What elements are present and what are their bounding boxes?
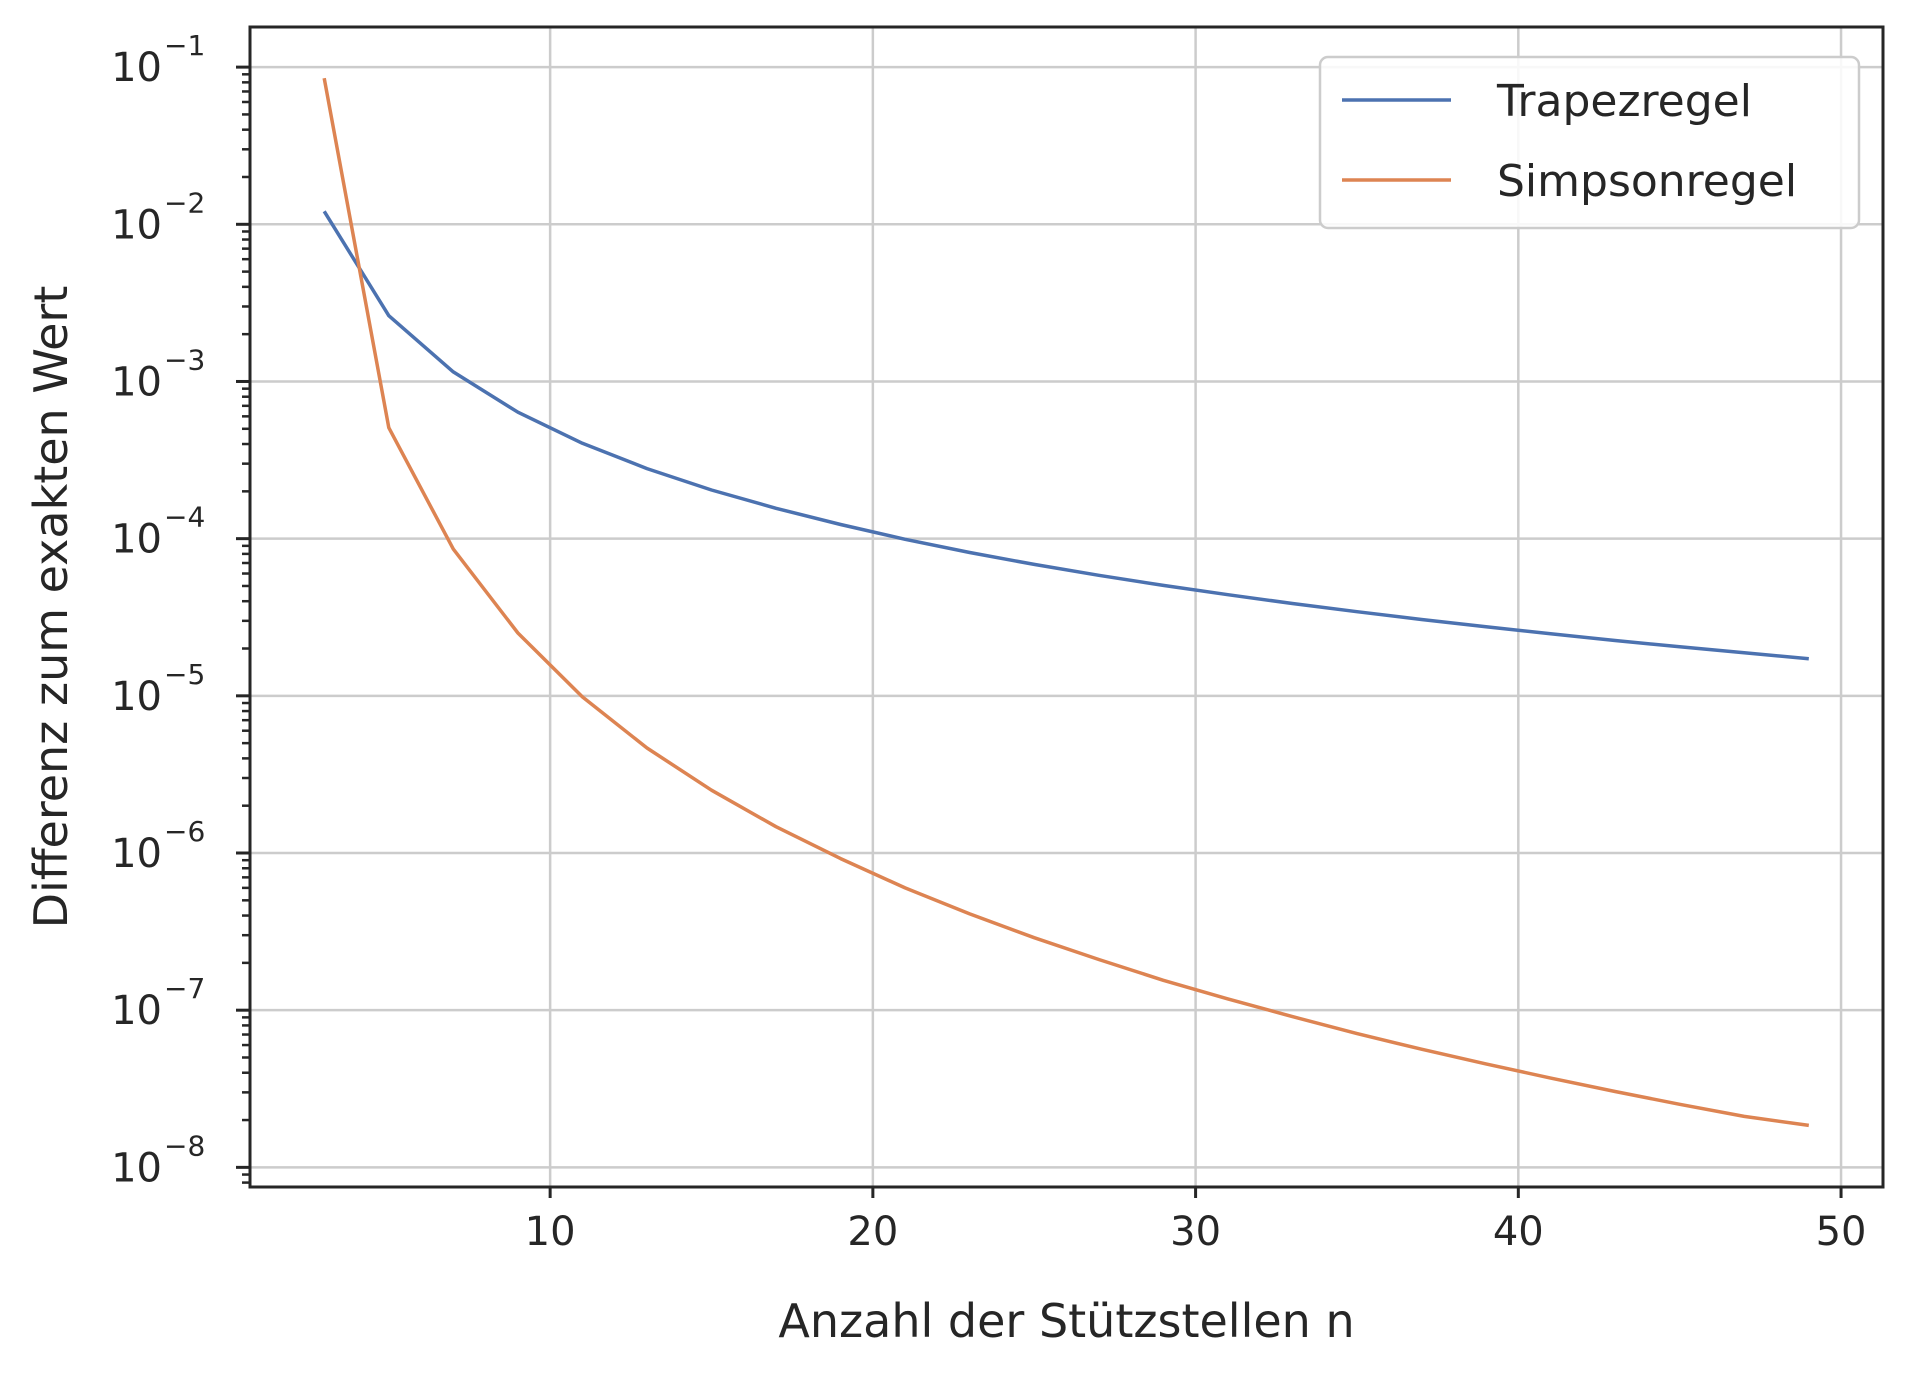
y-tick-base: 10 [111,674,162,720]
plot-frame [248,25,1885,1189]
y-tick-exponent: −8 [164,1129,205,1162]
x-tick-label: 50 [1816,1209,1867,1255]
legend: Trapezregel Simpsonregel [1318,55,1861,230]
y-tick-label: 10 [111,517,162,563]
y-tick-label: 10 [111,202,162,248]
legend-box [1318,55,1861,230]
y-tick-exponent: −1 [164,29,205,62]
y-tick-exponent: −5 [164,658,205,691]
y-tick-exponent: −3 [164,343,205,376]
y-axis-label: Differenz zum exakten Wert [24,286,78,929]
legend-label: Simpsonregel [1497,156,1797,207]
x-axis-label: Anzahl der Stützstellen n [778,1294,1354,1348]
y-tick-label: 10 [111,1145,162,1191]
y-tick-label: 10 [111,988,162,1034]
y-tick-exponent: −6 [164,815,205,848]
grid-lines [250,27,1883,1187]
y-tick-label: 10 [111,359,162,405]
y-tick-exponent: −2 [164,186,205,219]
y-tick-base: 10 [111,1145,162,1191]
y-tick-label: 10 [111,831,162,877]
legend-label: Trapezregel [1496,76,1752,127]
series-line-simpsonregel [322,77,1810,1128]
y-tick-base: 10 [111,988,162,1034]
y-tick-base: 10 [111,831,162,877]
series-line-trapezregel [322,210,1809,661]
y-tick-base: 10 [111,202,162,248]
y-tick-base: 10 [111,359,162,405]
y-tick-base: 10 [111,517,162,563]
x-tick-label: 20 [847,1209,898,1255]
y-tick-exponent: −4 [164,501,205,534]
x-tick-label: 10 [525,1209,576,1255]
y-tick-base: 10 [111,45,162,91]
y-tick-label: 10 [111,674,162,720]
y-tick-label: 10 [111,45,162,91]
x-tick-label: 30 [1170,1209,1221,1255]
series-layer [322,77,1810,1128]
x-tick-label: 40 [1493,1209,1544,1255]
y-tick-exponent: −7 [164,972,205,1005]
